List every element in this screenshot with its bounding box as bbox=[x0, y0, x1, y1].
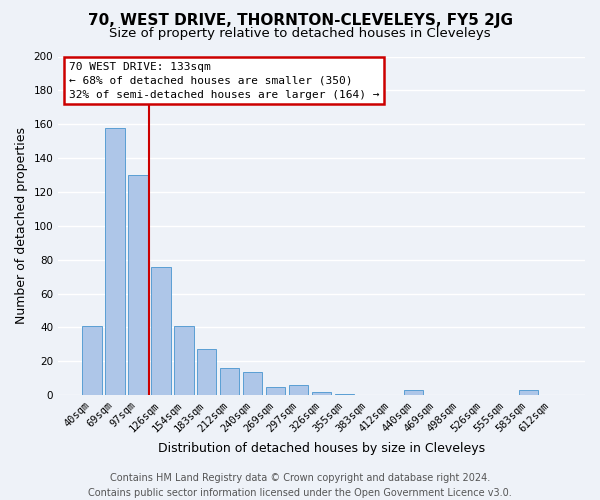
X-axis label: Distribution of detached houses by size in Cleveleys: Distribution of detached houses by size … bbox=[158, 442, 485, 455]
Bar bbox=[105, 128, 125, 395]
Bar bbox=[312, 392, 331, 395]
Bar bbox=[128, 175, 148, 395]
Bar bbox=[404, 390, 423, 395]
Bar bbox=[174, 326, 194, 395]
Bar bbox=[82, 326, 101, 395]
Bar bbox=[151, 266, 170, 395]
Text: Contains HM Land Registry data © Crown copyright and database right 2024.
Contai: Contains HM Land Registry data © Crown c… bbox=[88, 472, 512, 498]
Bar bbox=[243, 372, 262, 395]
Bar bbox=[220, 368, 239, 395]
Bar bbox=[197, 350, 217, 395]
Bar bbox=[518, 390, 538, 395]
Text: 70 WEST DRIVE: 133sqm
← 68% of detached houses are smaller (350)
32% of semi-det: 70 WEST DRIVE: 133sqm ← 68% of detached … bbox=[69, 62, 379, 100]
Text: 70, WEST DRIVE, THORNTON-CLEVELEYS, FY5 2JG: 70, WEST DRIVE, THORNTON-CLEVELEYS, FY5 … bbox=[88, 12, 512, 28]
Y-axis label: Number of detached properties: Number of detached properties bbox=[15, 128, 28, 324]
Text: Size of property relative to detached houses in Cleveleys: Size of property relative to detached ho… bbox=[109, 28, 491, 40]
Bar bbox=[266, 387, 286, 395]
Bar bbox=[289, 385, 308, 395]
Bar bbox=[335, 394, 355, 395]
